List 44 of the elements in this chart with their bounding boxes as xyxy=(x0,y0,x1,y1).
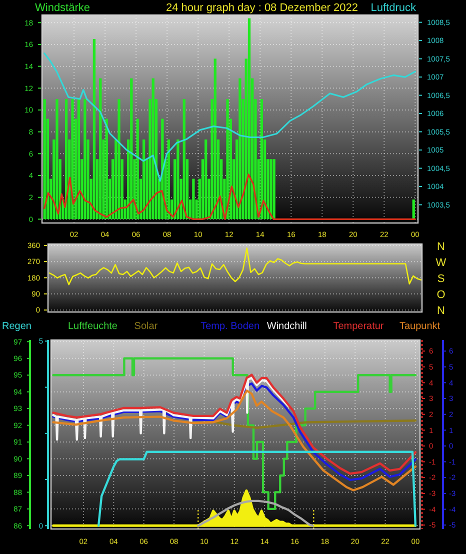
text: Temperatur xyxy=(333,321,384,332)
text: S xyxy=(437,272,445,285)
bar xyxy=(167,139,170,220)
bar xyxy=(105,118,108,220)
bar xyxy=(412,200,415,220)
line-series xyxy=(48,247,422,286)
bar xyxy=(92,39,96,220)
text: Solar xyxy=(134,321,158,332)
text: Windchill xyxy=(266,321,307,332)
line-series xyxy=(52,390,417,492)
line-series xyxy=(52,376,290,441)
bar xyxy=(204,139,208,220)
chart-title: 24 hour graph day : 08 Dezember 2022 xyxy=(166,2,358,14)
bar xyxy=(56,99,58,220)
text: Temp. Boden xyxy=(200,321,260,332)
bar xyxy=(130,78,133,220)
bar xyxy=(71,99,74,220)
bar xyxy=(99,78,102,220)
bar xyxy=(118,99,120,220)
bar xyxy=(272,159,276,220)
text: N xyxy=(437,240,446,253)
bar xyxy=(192,178,195,220)
line-series xyxy=(97,450,417,527)
bar xyxy=(226,99,229,220)
text: O xyxy=(436,288,446,301)
y-axis-title: Windstärke xyxy=(35,2,90,14)
bar xyxy=(152,78,154,220)
bar xyxy=(238,78,242,220)
text: Regen xyxy=(2,321,32,332)
text: Luftfeuchte xyxy=(68,321,118,332)
bar xyxy=(214,58,216,220)
bar xyxy=(43,99,46,220)
line-series xyxy=(215,420,417,429)
line-series xyxy=(44,52,416,182)
line-series xyxy=(44,174,416,220)
y2-axis-title: Luftdruck xyxy=(370,2,416,14)
bar xyxy=(77,99,80,220)
line-series xyxy=(197,500,314,527)
text: N xyxy=(437,304,446,317)
text: Taupunkt xyxy=(400,321,440,332)
bar xyxy=(248,18,251,220)
bar xyxy=(270,159,272,220)
text: W xyxy=(436,256,447,269)
bar xyxy=(84,99,86,220)
